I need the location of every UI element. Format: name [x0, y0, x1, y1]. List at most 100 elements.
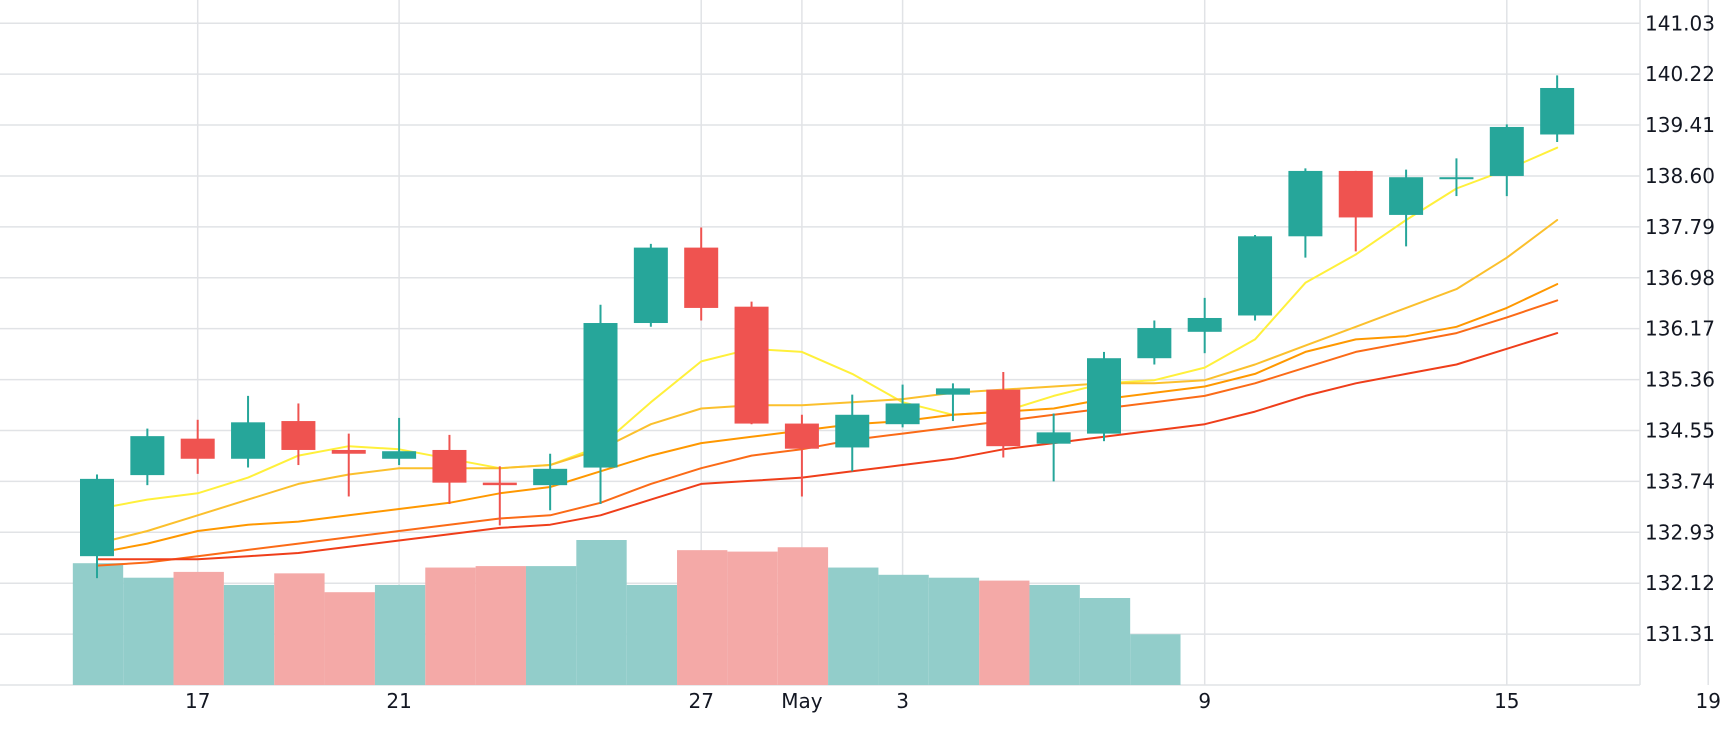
volume-bar [324, 592, 375, 685]
volume-histogram [72, 540, 1181, 685]
candlesticks [80, 75, 1575, 579]
y-tick-label: 133.74 [1645, 469, 1715, 493]
candle [1036, 413, 1071, 482]
candle-body [1238, 236, 1273, 316]
candle-body [1540, 87, 1575, 135]
candle [1187, 297, 1222, 354]
candle-body [231, 422, 266, 459]
y-tick-label: 140.22 [1645, 62, 1715, 86]
candle [382, 417, 417, 466]
candle-body [986, 389, 1021, 447]
volume-bar [777, 547, 829, 685]
candle [1288, 168, 1323, 258]
x-tick-label: May [781, 689, 823, 713]
volume-bar [425, 567, 476, 685]
candle [432, 434, 467, 505]
candle [835, 394, 870, 472]
candle [180, 419, 215, 474]
volume-bar [727, 551, 778, 685]
y-tick-label: 136.17 [1645, 317, 1715, 341]
candle [986, 372, 1021, 458]
volume-bar [374, 584, 426, 685]
candle-body [1288, 170, 1323, 237]
candle [281, 403, 316, 466]
candle [130, 428, 165, 486]
volume-bar [576, 540, 627, 685]
candle [1338, 170, 1373, 252]
moving-average-line [96, 146, 1559, 510]
volume-bar [274, 573, 325, 685]
volume-bar [1029, 584, 1080, 685]
candle [80, 474, 114, 579]
moving-average-line [96, 332, 1559, 561]
volume-bar [1130, 634, 1181, 685]
volume-bar [626, 584, 678, 685]
candle-body [180, 438, 215, 459]
x-tick-label: 19 [1695, 689, 1720, 713]
moving-average-lines [96, 146, 1559, 567]
candle-body [1439, 177, 1474, 180]
candle-body [382, 451, 417, 459]
y-tick-label: 131.31 [1645, 622, 1715, 646]
candle-body [734, 306, 769, 424]
candle-body [1187, 317, 1222, 332]
x-tick-label: 21 [386, 689, 411, 713]
x-tick-label: 27 [688, 689, 713, 713]
y-tick-label: 137.79 [1645, 215, 1715, 239]
x-tick-label: 15 [1494, 689, 1519, 713]
candle-body [80, 478, 114, 557]
candle [482, 466, 517, 526]
volume-bar [878, 574, 929, 685]
volume-bar [525, 566, 577, 685]
candle-body [1137, 328, 1172, 359]
moving-average-line [96, 219, 1559, 545]
candle-body [684, 247, 719, 308]
candle-body [1036, 432, 1071, 444]
candle-body [533, 468, 568, 486]
candle-body [130, 436, 165, 476]
volume-bar [123, 577, 174, 685]
candle-body [1338, 170, 1373, 218]
candle-body [281, 421, 316, 450]
volume-bar [173, 571, 224, 685]
time-axis[interactable]: 172127May39151925 [185, 689, 1730, 713]
candle [885, 384, 920, 428]
volume-bar [72, 563, 124, 685]
candle-body [633, 247, 668, 324]
candle [935, 383, 970, 422]
candle-body [432, 449, 467, 483]
volume-bar [1079, 598, 1131, 685]
y-tick-label: 141.03 [1645, 11, 1715, 35]
price-axis[interactable]: 141.03 140.22 139.41 138.60 137.79 136.98 136.… [1645, 11, 1715, 646]
candle [1489, 124, 1524, 197]
candle [1238, 235, 1273, 321]
candle [1439, 158, 1474, 197]
candle [684, 227, 719, 321]
y-tick-label: 138.60 [1645, 164, 1715, 188]
candle [533, 453, 568, 511]
y-tick-label: 136.98 [1645, 266, 1715, 290]
y-tick-label: 139.41 [1645, 113, 1715, 137]
candle-body [482, 482, 517, 486]
y-tick-label: 132.93 [1645, 520, 1715, 544]
y-tick-label: 134.55 [1645, 418, 1715, 442]
volume-bar [677, 550, 728, 685]
candle [1087, 351, 1121, 442]
candle-body [1389, 177, 1424, 215]
candle [331, 433, 366, 497]
x-tick-label: 9 [1198, 689, 1211, 713]
candle [1137, 320, 1172, 365]
x-tick-label: 17 [185, 689, 210, 713]
volume-bar [979, 580, 1030, 685]
candle [231, 395, 266, 468]
candle-body [1489, 126, 1524, 176]
candle [1389, 169, 1424, 247]
candle-body [835, 414, 870, 448]
candle-body [583, 323, 618, 468]
y-tick-label: 135.36 [1645, 368, 1715, 392]
candle [633, 243, 668, 327]
x-tick-label: 3 [896, 689, 909, 713]
candle-body [935, 388, 970, 395]
candle [734, 301, 769, 425]
